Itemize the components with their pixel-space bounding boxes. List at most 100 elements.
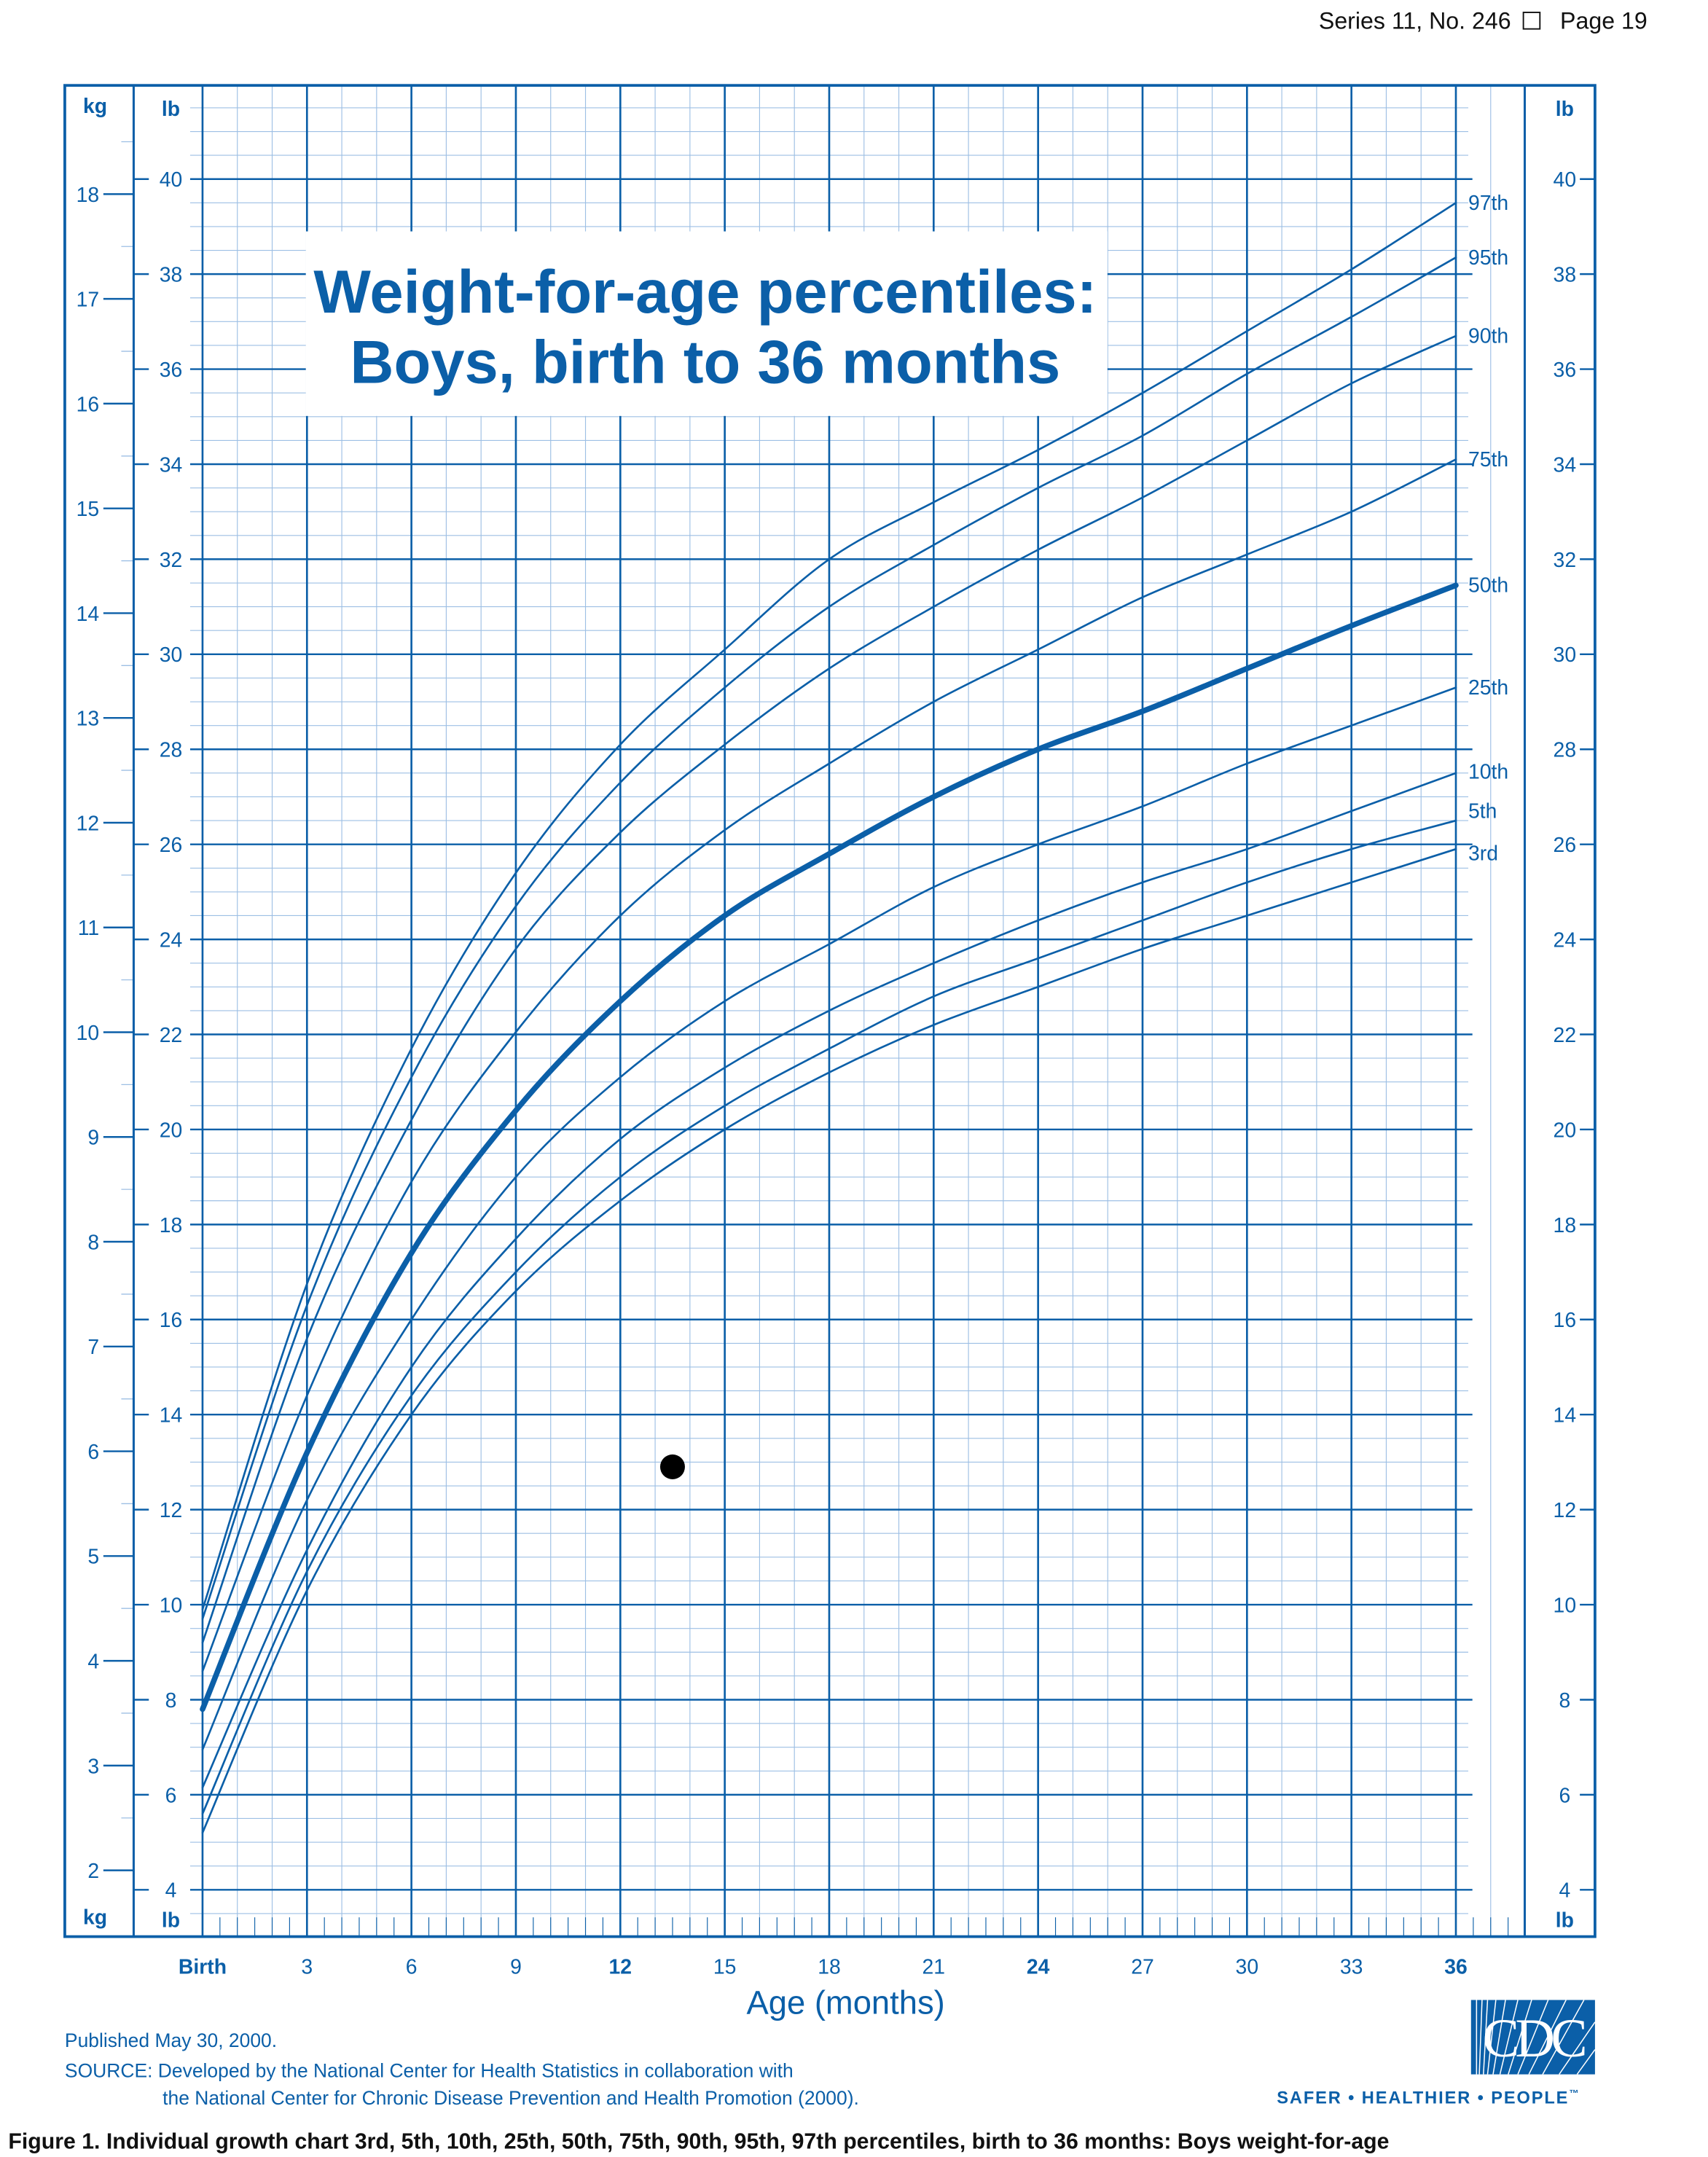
- published-date: Published May 30, 2000.: [65, 2029, 277, 2051]
- percentile-curve-90th: [201, 334, 1457, 1644]
- lb-tick-label-right: 24: [1554, 928, 1577, 952]
- source-line-2: the National Center for Chronic Disease …: [162, 2087, 859, 2109]
- lb-tick-label-left: 20: [160, 1119, 183, 1142]
- x-axis-label: Age (months): [747, 1984, 945, 2021]
- x-tick-label: 33: [1340, 1956, 1363, 1979]
- kg-tick-label: 7: [87, 1336, 99, 1359]
- lb-tick-label-left: 24: [160, 928, 183, 952]
- lb-unit-top-right: lb: [1556, 98, 1574, 121]
- percentile-label-50th: 50th: [1468, 574, 1508, 598]
- lb-tick-label-right: 18: [1554, 1214, 1577, 1237]
- logo-text: CDC: [1483, 2008, 1586, 2069]
- lb-tick-label-left: 22: [160, 1024, 183, 1047]
- lb-tick-label-right: 36: [1554, 359, 1577, 382]
- percentile-label-97th: 97th: [1468, 192, 1508, 215]
- percentile-label-5th: 5th: [1468, 799, 1497, 823]
- lb-tick-label-left: 18: [160, 1214, 183, 1237]
- logo-rays: [1476, 2000, 1596, 2075]
- percentile-label-3rd: 3rd: [1468, 842, 1498, 865]
- lb-tick-label-right: 40: [1554, 168, 1577, 192]
- percentile-curve-75th: [201, 458, 1457, 1672]
- lb-tick-label-right: 28: [1554, 739, 1577, 762]
- kg-tick-label: 6: [87, 1441, 99, 1464]
- kg-tick-label: 5: [87, 1546, 99, 1569]
- percentile-curve-3rd: [201, 847, 1457, 1834]
- lb-tick-label-left: 40: [160, 168, 183, 192]
- tagline-text: SAFER • HEALTHIER • PEOPLE: [1277, 2089, 1569, 2107]
- percentile-curve-10th: [201, 772, 1457, 1789]
- x-tick-label: 18: [818, 1956, 841, 1979]
- percentile-curve-5th: [201, 819, 1457, 1815]
- page-number: Page 19: [1560, 8, 1648, 34]
- chart-frame: [63, 84, 1597, 1938]
- title-background: [305, 231, 1108, 416]
- title-line-1: Weight-for-age percentiles:: [313, 258, 1097, 326]
- kg-tick-label: 10: [77, 1022, 100, 1045]
- x-tick-label: 6: [406, 1956, 418, 1979]
- percentile-label-95th: 95th: [1468, 246, 1508, 270]
- trademark: ™: [1569, 2088, 1580, 2099]
- kg-tick-label: 17: [77, 289, 100, 312]
- kg-tick-label: 3: [87, 1755, 99, 1778]
- kg-tick-label: 11: [78, 917, 99, 940]
- lb-tick-label-right: 30: [1554, 643, 1577, 667]
- figure-caption: Figure 1. Individual growth chart 3rd, 5…: [8, 2130, 1389, 2154]
- kg-tick-label: 4: [87, 1650, 99, 1673]
- lb-tick-label-left: 26: [160, 834, 183, 857]
- lb-tick-label-left: 4: [165, 1879, 177, 1903]
- percentile-curve-95th: [201, 256, 1457, 1620]
- lb-tick-label-left: 14: [160, 1404, 183, 1428]
- percentile-label-10th: 10th: [1468, 760, 1508, 783]
- lb-tick-label-right: 26: [1554, 834, 1577, 857]
- x-tick-label: 21: [922, 1956, 946, 1979]
- series-number: Series 11, No. 246: [1319, 8, 1511, 34]
- lb-tick-label-right: 12: [1554, 1499, 1577, 1522]
- source-line-1: SOURCE: Developed by the National Center…: [65, 2059, 794, 2081]
- kg-tick-label: 9: [87, 1127, 99, 1150]
- square-icon: [1522, 12, 1541, 30]
- x-tick-label: 3: [301, 1956, 313, 1979]
- percentile-label-90th: 90th: [1468, 324, 1508, 348]
- percentile-label-75th: 75th: [1468, 448, 1508, 471]
- lb-tick-label-right: 22: [1554, 1024, 1577, 1047]
- lb-tick-label-right: 34: [1554, 453, 1577, 477]
- lb-tick-label-left: 38: [160, 264, 183, 287]
- lb-tick-label-left: 32: [160, 549, 183, 572]
- data-points: [659, 1454, 685, 1479]
- x-tick-label: 9: [510, 1956, 522, 1979]
- lb-tick-label-right: 32: [1554, 549, 1577, 572]
- x-tick-label: 12: [609, 1956, 632, 1979]
- lb-tick-label-right: 20: [1554, 1119, 1577, 1142]
- lb-tick-label-left: 36: [160, 359, 183, 382]
- lb-tick-label-left: 28: [160, 739, 183, 762]
- lb-tick-label-left: 8: [165, 1689, 177, 1712]
- chart-title: Weight-for-age percentiles: Boys, birth …: [305, 231, 1108, 416]
- kg-tick-label: 12: [77, 812, 100, 835]
- kg-tick-label: 8: [87, 1231, 99, 1254]
- lb-tick-label-right: 14: [1554, 1404, 1577, 1428]
- percentile-label-25th: 25th: [1468, 676, 1508, 700]
- lb-tick-label-right: 16: [1554, 1309, 1577, 1332]
- kg-tick-label: 18: [77, 184, 100, 207]
- kg-tick-label: 13: [77, 708, 100, 731]
- x-tick-label: 15: [713, 1956, 737, 1979]
- title-line-2: Boys, birth to 36 months: [350, 328, 1060, 396]
- lb-tick-label-left: 12: [160, 1499, 183, 1522]
- kg-unit-bottom: kg: [83, 1906, 107, 1930]
- lb-tick-label-right: 4: [1559, 1879, 1570, 1903]
- lb-tick-label-left: 10: [160, 1594, 183, 1617]
- percentile-curve-50th: [200, 582, 1459, 1712]
- lb-unit-bottom-left: lb: [162, 1909, 180, 1932]
- lb-tick-label-right: 8: [1559, 1689, 1570, 1712]
- x-tick-label: 36: [1444, 1956, 1468, 1979]
- kg-unit-top: kg: [83, 95, 107, 118]
- lb-tick-label-left: 6: [165, 1784, 177, 1807]
- page-header: Series 11, No. 246 Page 19: [1319, 8, 1648, 34]
- lb-tick-label-left: 30: [160, 643, 183, 667]
- logo-tagline: SAFER • HEALTHIER • PEOPLE™: [1277, 2088, 1580, 2107]
- percentile-curve-25th: [201, 686, 1457, 1751]
- cdc-logo: CDC SAFER • HEALTHIER • PEOPLE™: [1277, 2000, 1596, 2107]
- lb-unit-top-left: lb: [162, 98, 180, 121]
